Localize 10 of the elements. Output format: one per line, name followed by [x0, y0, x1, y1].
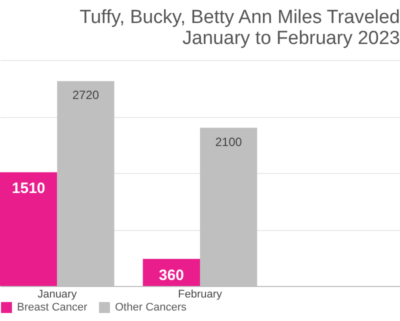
chart-title: Tuffy, Bucky, Betty Ann Miles Traveled January to February 2023: [80, 7, 400, 49]
bar: [0, 172, 58, 286]
x-tick-label: January: [38, 288, 78, 300]
legend-label: Other Cancers: [115, 302, 188, 314]
data-label: 2720: [72, 88, 100, 102]
data-label: 1510: [12, 180, 46, 198]
data-label: 2100: [215, 134, 242, 149]
data-label: 360: [158, 266, 184, 284]
legend-label: Breast Cancer: [17, 302, 88, 314]
x-tick-label: February: [178, 288, 222, 300]
